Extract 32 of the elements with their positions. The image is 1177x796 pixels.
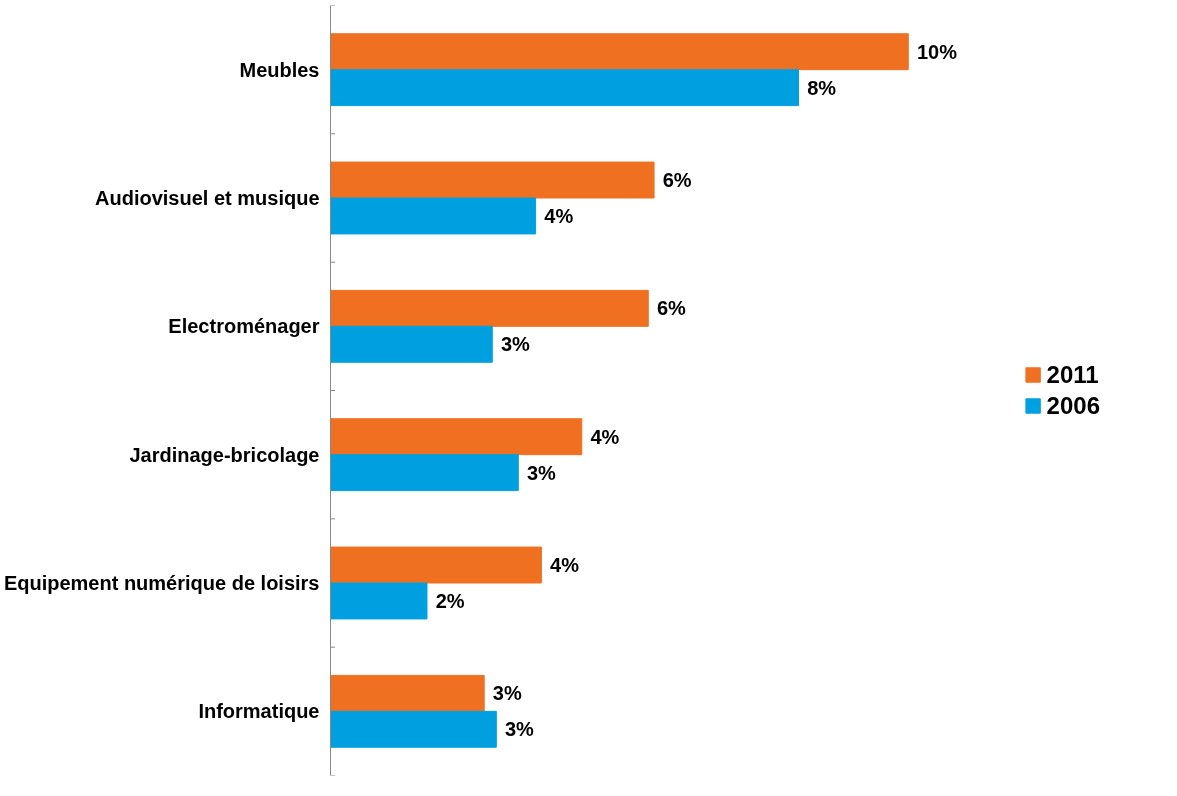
legend-label: 2011 xyxy=(1046,360,1099,389)
data-label: 3% xyxy=(504,718,535,741)
y-tick-label: Jardinage-bricolage xyxy=(129,443,320,466)
bar xyxy=(330,710,497,748)
y-tick-label: Audiovisuel et musique xyxy=(95,187,320,209)
data-label: 4% xyxy=(544,204,574,227)
data-label: 10% xyxy=(916,40,958,63)
data-label: 6% xyxy=(656,297,687,320)
data-label: 4% xyxy=(550,554,580,577)
data-label: 3% xyxy=(500,333,531,356)
data-label: 8% xyxy=(807,76,837,99)
bar xyxy=(330,197,537,235)
bar xyxy=(330,69,799,107)
data-label: 3% xyxy=(492,682,522,705)
bar xyxy=(330,582,428,620)
bar xyxy=(330,289,649,327)
bar xyxy=(330,674,485,712)
y-tick-label: Meubles xyxy=(239,58,320,81)
bar xyxy=(330,325,493,363)
y-tick-label: Equipement numérique de loisirs xyxy=(3,572,320,594)
data-label: 3% xyxy=(526,461,557,484)
data-label: 2% xyxy=(435,589,465,612)
legend-label: 2006 xyxy=(1046,391,1100,420)
bar xyxy=(330,454,519,492)
bar xyxy=(330,546,542,584)
y-tick-label: Electroménager xyxy=(168,315,320,338)
y-tick-label: Informatique xyxy=(198,700,320,723)
data-label: 4% xyxy=(590,425,620,448)
bar xyxy=(330,33,909,71)
data-label: 6% xyxy=(662,169,692,192)
bar xyxy=(330,418,583,456)
bar xyxy=(330,161,655,199)
